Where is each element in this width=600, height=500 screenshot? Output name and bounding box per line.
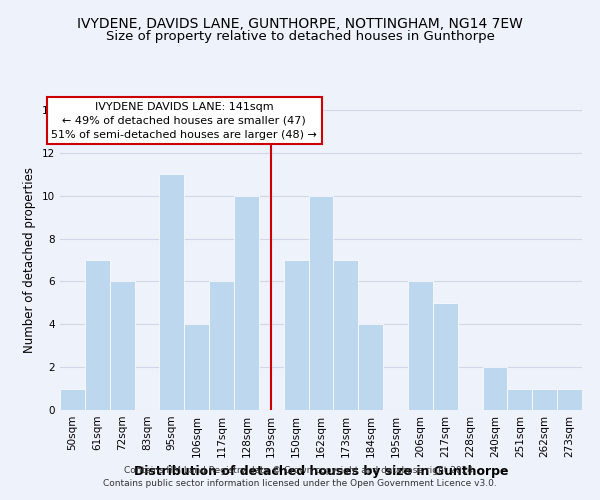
Bar (557, 388, 582, 410)
Y-axis label: Number of detached properties: Number of detached properties (23, 167, 37, 353)
Bar (358, 324, 383, 410)
Bar (508, 388, 532, 410)
Bar (433, 303, 458, 410)
Text: IVYDENE, DAVIDS LANE, GUNTHORPE, NOTTINGHAM, NG14 7EW: IVYDENE, DAVIDS LANE, GUNTHORPE, NOTTING… (77, 18, 523, 32)
Bar (532, 388, 557, 410)
Bar (160, 174, 184, 410)
Text: Size of property relative to detached houses in Gunthorpe: Size of property relative to detached ho… (106, 30, 494, 43)
Bar (482, 367, 508, 410)
Bar (60, 388, 85, 410)
Bar (334, 260, 358, 410)
Bar (408, 282, 433, 410)
X-axis label: Distribution of detached houses by size in Gunthorpe: Distribution of detached houses by size … (134, 466, 508, 478)
Bar (209, 282, 234, 410)
Bar (110, 282, 134, 410)
Bar (284, 260, 308, 410)
Text: Contains HM Land Registry data © Crown copyright and database right 2024.
Contai: Contains HM Land Registry data © Crown c… (103, 466, 497, 487)
Text: IVYDENE DAVIDS LANE: 141sqm
← 49% of detached houses are smaller (47)
51% of sem: IVYDENE DAVIDS LANE: 141sqm ← 49% of det… (52, 102, 317, 140)
Bar (184, 324, 209, 410)
Bar (85, 260, 110, 410)
Bar (308, 196, 334, 410)
Bar (234, 196, 259, 410)
